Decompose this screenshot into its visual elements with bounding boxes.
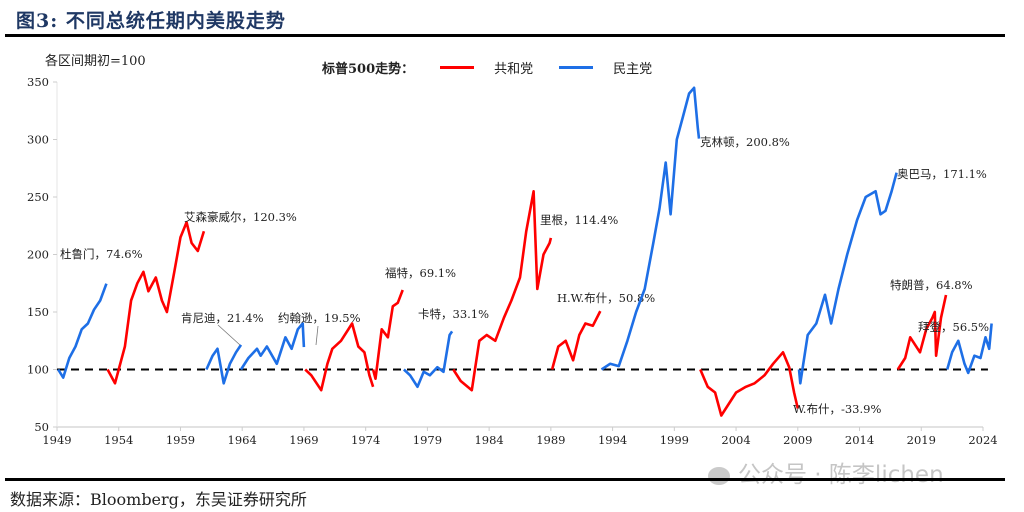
series-line-1 xyxy=(57,283,108,379)
x-tick-label: 1989 xyxy=(536,433,565,447)
wechat-icon xyxy=(708,466,730,485)
legend-swatch-republican xyxy=(440,66,475,69)
series-label: 卡特，33.1% xyxy=(418,307,489,321)
x-tick-label: 1969 xyxy=(289,433,318,447)
kennedy-leader-line xyxy=(217,324,241,346)
x-tick-label: 1979 xyxy=(413,433,442,447)
bottom-divider xyxy=(5,478,1005,481)
series-line-7 xyxy=(403,330,454,389)
series-line-2 xyxy=(106,221,206,385)
x-tick-label: 1964 xyxy=(228,433,257,447)
watermark: 公众号 · 陈李lichen xyxy=(708,455,944,489)
x-tick-label: 2009 xyxy=(783,433,812,447)
series-label: 拜登，56.5% xyxy=(918,320,989,334)
series-line-11 xyxy=(699,350,800,417)
y-tick-label: 150 xyxy=(27,305,49,319)
x-tick-label: 2004 xyxy=(721,433,750,447)
y-tick-label: 100 xyxy=(27,363,49,377)
x-tick-label: 2014 xyxy=(845,433,874,447)
series-line-5 xyxy=(304,322,375,392)
series-label: 杜鲁门，74.6% xyxy=(60,247,143,261)
series-line-8 xyxy=(452,190,553,392)
source-note: 数据来源：Bloomberg，东吴证券研究所 xyxy=(10,490,307,509)
series-label: 奥巴马，171.1% xyxy=(897,167,987,181)
x-tick-label: 2024 xyxy=(968,433,997,447)
top-divider xyxy=(5,34,1005,37)
legend-title: 标普500走势： xyxy=(322,62,415,77)
x-tick-label: 1984 xyxy=(474,433,503,447)
x-tick-label: 1994 xyxy=(598,433,627,447)
x-tick-label: 1949 xyxy=(42,433,71,447)
legend-label-democrat: 民主党 xyxy=(613,62,653,77)
series-line-3 xyxy=(205,344,243,385)
y-tick-label: 50 xyxy=(34,420,49,434)
series-label: H.W.布什，50.8% xyxy=(557,291,655,305)
figure-title: 图3: 不同总统任期内美股走势 xyxy=(16,10,286,32)
series-line-14 xyxy=(945,323,993,375)
series-label: 特朗普，64.8% xyxy=(890,278,973,292)
series-line-13 xyxy=(896,294,948,371)
legend-label-republican: 共和党 xyxy=(494,62,534,77)
x-tick-label: 2019 xyxy=(907,433,936,447)
y-tick-label: 350 xyxy=(27,75,49,89)
legend-swatch-democrat xyxy=(559,66,594,69)
series-line-6 xyxy=(371,289,404,381)
johnson-leader-line xyxy=(315,325,319,346)
series-label: W.布什，-33.9% xyxy=(793,402,881,416)
legend: 标普500走势： 共和党 民主党 xyxy=(322,58,678,77)
series-line-9 xyxy=(550,310,602,370)
series-label: 福特，69.1% xyxy=(385,266,456,280)
series-line-12 xyxy=(797,172,898,385)
series-line-10 xyxy=(600,86,701,371)
y-tick-label: 200 xyxy=(27,248,49,262)
x-tick-label: 1954 xyxy=(104,433,133,447)
x-tick-label: 1999 xyxy=(660,433,689,447)
y-tick-label: 250 xyxy=(27,190,49,204)
series-label: 克林顿，200.8% xyxy=(700,135,790,149)
series-line-4 xyxy=(239,322,306,371)
y-axis-label: 各区间期初=100 xyxy=(45,54,146,69)
series-label: 约翰逊，19.5% xyxy=(278,311,361,325)
x-tick-label: 1974 xyxy=(351,433,380,447)
series-label: 艾森豪威尔，120.3% xyxy=(184,210,297,224)
y-tick-label: 300 xyxy=(27,133,49,147)
watermark-text: 公众号 · 陈李lichen xyxy=(738,462,944,488)
series-label: 肯尼迪，21.4% xyxy=(181,311,264,325)
x-tick-label: 1959 xyxy=(166,433,195,447)
series-label: 里根，114.4% xyxy=(540,213,618,227)
